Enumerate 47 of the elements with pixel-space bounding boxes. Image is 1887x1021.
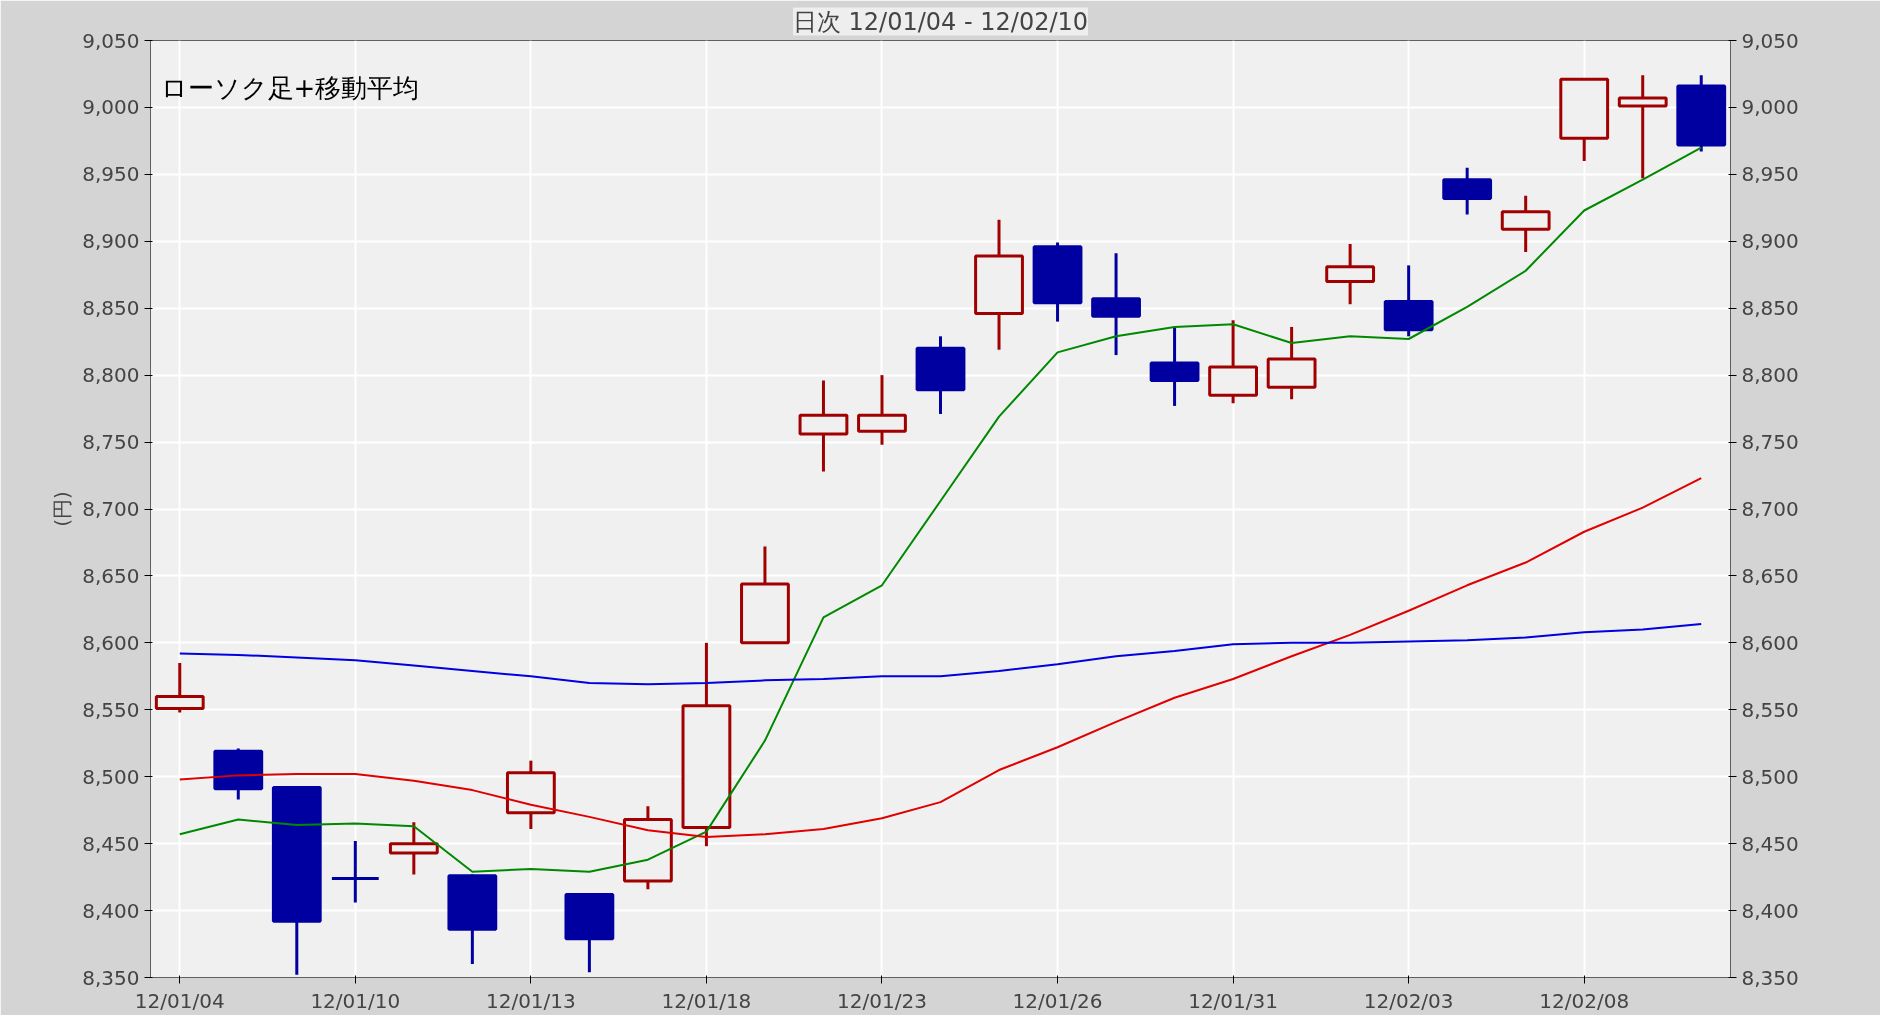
y2-tick-label: 8,350 (1741, 965, 1799, 990)
y2-tick-label: 8,800 (1741, 363, 1799, 388)
y-tick-label: 8,950 (82, 162, 140, 187)
y2-tick-label: 8,750 (1741, 430, 1799, 455)
y-axis-title: (円) (50, 491, 75, 527)
y-tick-label: 9,000 (82, 95, 140, 120)
y2-tick-label: 8,600 (1741, 630, 1799, 655)
y2-tick-label: 8,550 (1741, 697, 1799, 722)
y-tick-label: 8,500 (82, 764, 140, 789)
chart-title: 日次 12/01/04 - 12/02/10 (792, 7, 1089, 36)
x-tick-label: 12/02/08 (1539, 988, 1630, 1013)
line-series (178, 623, 1703, 686)
x-tick-label: 12/01/18 (661, 988, 752, 1013)
y-tick-label: 8,650 (82, 563, 140, 588)
x-tick-label: 12/01/26 (1012, 988, 1103, 1013)
y-tick-label: 8,750 (82, 430, 140, 455)
y-tick-label: 8,800 (82, 363, 140, 388)
x-tick-label: 12/01/10 (310, 988, 401, 1013)
y-tick-label: 8,600 (82, 630, 140, 655)
x-tick-label: 12/01/04 (134, 988, 225, 1013)
y-tick-label: 8,400 (82, 898, 140, 923)
y2-tick-label: 8,700 (1741, 497, 1799, 521)
y2-tick-label: 8,900 (1741, 229, 1799, 254)
y2-tick-label: 8,950 (1741, 162, 1799, 187)
y2-tick-label: 9,000 (1741, 95, 1799, 120)
x-tick-label: 12/01/13 (485, 988, 576, 1013)
annotation: ローソク足+移動平均 (160, 72, 420, 103)
y-tick-label: 8,900 (82, 229, 140, 254)
y-tick-label: 8,850 (82, 296, 140, 321)
y-tick-label: 8,700 (82, 497, 140, 521)
x-tick-label: 12/02/03 (1363, 988, 1454, 1013)
y2-tick-label: 8,450 (1741, 831, 1799, 856)
y2-tick-label: 9,050 (1741, 28, 1799, 53)
line-series (178, 146, 1703, 873)
y-tick-label: 8,450 (82, 831, 140, 856)
candlestick (1617, 75, 1668, 179)
y-tick-label: 9,050 (82, 28, 140, 53)
y2-tick-label: 8,850 (1741, 296, 1799, 321)
y2-tick-label: 8,650 (1741, 563, 1799, 588)
y-tick-label: 8,350 (82, 965, 140, 990)
x-tick-label: 12/01/23 (837, 988, 927, 1013)
line-series (178, 477, 1703, 838)
x-tick-label: 12/01/31 (1188, 988, 1279, 1013)
y2-tick-label: 8,500 (1741, 764, 1799, 789)
candlestick (330, 840, 379, 903)
y2-tick-label: 8,400 (1741, 898, 1799, 923)
y-tick-label: 8,550 (82, 697, 140, 722)
